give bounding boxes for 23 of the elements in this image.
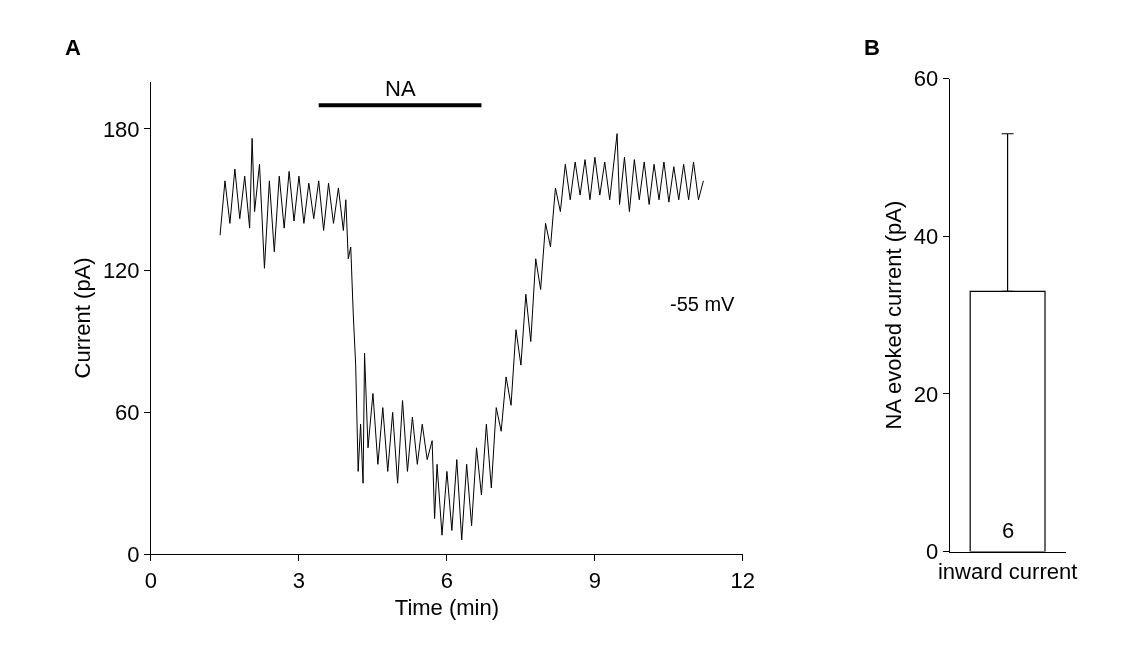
y-tick-label: 40 xyxy=(913,223,939,249)
series-label: NA xyxy=(385,76,416,101)
line-series xyxy=(219,133,704,541)
annotation: -55 mV xyxy=(670,293,736,315)
y-tick-label: 20 xyxy=(913,381,939,407)
x-tick-label: 9 xyxy=(588,567,602,593)
y-axis-title: Current (pA) xyxy=(69,257,95,379)
y-tick-label: 180 xyxy=(102,116,140,142)
y-tick-label: 0 xyxy=(127,541,140,567)
y-tick-label: 120 xyxy=(102,258,140,284)
y-tick-label: 60 xyxy=(913,66,939,92)
x-tick-label: 0 xyxy=(144,567,158,593)
x-axis-title: Time (min) xyxy=(394,595,500,621)
x-tick-label: inward current xyxy=(937,559,1078,585)
x-tick-label: 6 xyxy=(440,567,454,593)
y-tick-label: 60 xyxy=(115,400,140,426)
x-tick-label: 12 xyxy=(730,567,756,593)
annotation: 6 xyxy=(1002,518,1015,543)
x-tick-label: 3 xyxy=(292,567,306,593)
chart-title: B xyxy=(864,35,880,60)
chart-title: A xyxy=(65,35,81,60)
y-tick-label: 0 xyxy=(925,539,939,565)
y-axis-title: NA evoked current (pA) xyxy=(880,200,906,430)
